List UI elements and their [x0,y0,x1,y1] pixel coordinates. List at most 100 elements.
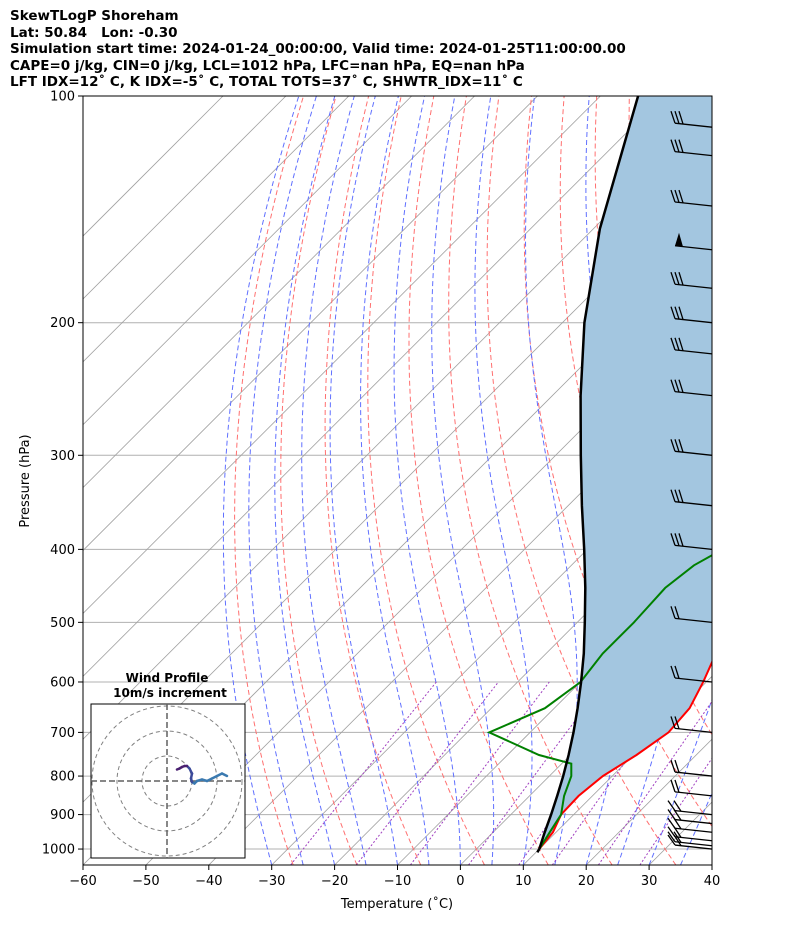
wind-barb-flag [670,489,676,502]
moist-adiabat [274,96,336,865]
isotherm-line [775,96,794,865]
wind-barb-staff [674,809,713,816]
wind-barb [670,110,713,128]
wind-barb-staff [674,836,713,842]
wind-barb [670,716,713,734]
wind-barb-flag [667,817,676,829]
wind-barb-staff [674,617,713,624]
wind-barb-flag [673,809,682,821]
wind-barb-staff [674,771,713,777]
x-tick-label: −20 [321,874,348,889]
wind-barb-flag [667,800,676,811]
moist-adiabat [680,791,712,865]
wind-barb-flag [678,489,684,503]
moist-adiabat [248,96,317,865]
wind-barb-staff [674,827,713,833]
y-axis-label: Pressure (hPa) [18,434,33,527]
parcel-path-line [536,96,640,853]
title-line-4: CAPE=0 j/kg, CIN=0 j/kg, LCL=1012 hPa, L… [10,58,525,74]
wind-barb [670,779,713,797]
wind-barb-staff [674,391,713,397]
wind-barb-staff [674,727,713,734]
x-tick-label: −40 [195,874,222,889]
wind-barb-staff [674,318,713,324]
moist-adiabat [222,96,300,865]
moist-adiabat [617,96,699,865]
wind-barb-flag [674,139,680,153]
wind-barb-flag [678,189,684,204]
moist-adiabat [393,96,461,865]
x-tick-label: 10 [515,874,532,889]
wind-barb-flag [678,139,684,153]
wind-barb-flag [678,439,684,453]
wind-barb [670,139,713,157]
wind-barb-flag [678,337,684,351]
wind-barb-flag [674,779,680,793]
isotherm-line [83,96,287,300]
x-tick-label: −60 [69,874,96,889]
mixing-ratio-line [639,757,712,865]
parcel-shading [537,96,712,853]
wind-barb-staff [674,501,713,507]
wind-barb-flag [670,665,676,679]
moist-adiabat [711,863,712,865]
x-tick-label: −50 [132,874,159,889]
x-tick-label: −30 [258,874,285,889]
x-axis-label: Temperature (˚C) [340,896,453,912]
moist-adiabat [360,96,430,865]
dry-adiabat [408,96,549,865]
x-tick-label: 40 [704,874,721,889]
wind-barb-staff [674,283,713,289]
wind-barb-flag [674,189,680,203]
wind-barb-flag [674,665,680,679]
wind-barb-flag [670,779,676,793]
isotherm-line [83,96,350,363]
wind-barb-staff [674,791,713,797]
wind-barb-flag [667,831,676,843]
axes: −60 −50 −40 −30 −20 −10 0 10 20 30 40 100 200 300 400 5… [42,90,720,890]
wind-barb-flag [674,759,680,773]
wind-barb-flag [670,533,676,546]
wind-barb-flag [674,716,680,729]
wind-barb-flag [674,606,680,619]
isotherm-line [83,96,224,237]
isotherm-line [334,487,712,865]
dry-adiabat [486,96,677,865]
x-tick-label: 30 [641,874,658,889]
dry-adiabat [280,96,358,865]
wind-barb-pennant [675,232,683,247]
wind-barb-staff [674,818,713,825]
wind-barb-flag [670,379,676,392]
wind-barb-flag [670,306,676,319]
title-line-5: LFT IDX=12˚ C, K IDX=-5˚ C, TOTAL TOTS=3… [10,74,523,90]
title-line-1: SkewTLogP Shoreham [10,8,179,24]
wind-barb-flag [674,272,680,285]
dry-adiabat [727,96,794,865]
wind-barb [670,533,713,551]
y-tick-label: 600 [50,675,75,690]
wind-barb [667,809,713,825]
wind-barb-flag [674,110,680,124]
wind-barb-staff [674,677,713,683]
wind-barb-flag [674,337,680,351]
wind-barb-flag [670,189,676,203]
wind-barb [667,800,713,816]
moist-adiabat [301,96,367,865]
wind-barb-staff [674,150,713,157]
wind-barb-flag [667,826,676,838]
wind-barb-staff [674,122,713,128]
x-tick-label: −10 [384,874,411,889]
wind-barb-flag [674,379,680,393]
hodograph-inset: Wind Profile 10m/s increment [90,671,246,859]
mixing-ratio-line [409,681,550,865]
wind-barb-flag [670,759,676,773]
y-tick-label: 700 [50,726,75,741]
wind-barb-staff [674,201,713,207]
wind-barb [674,232,713,251]
y-tick-label: 200 [50,316,75,331]
wind-barb [670,379,713,397]
wind-barb-flag [678,379,684,393]
wind-barb [670,489,713,507]
x-tick-label: 0 [456,874,464,889]
